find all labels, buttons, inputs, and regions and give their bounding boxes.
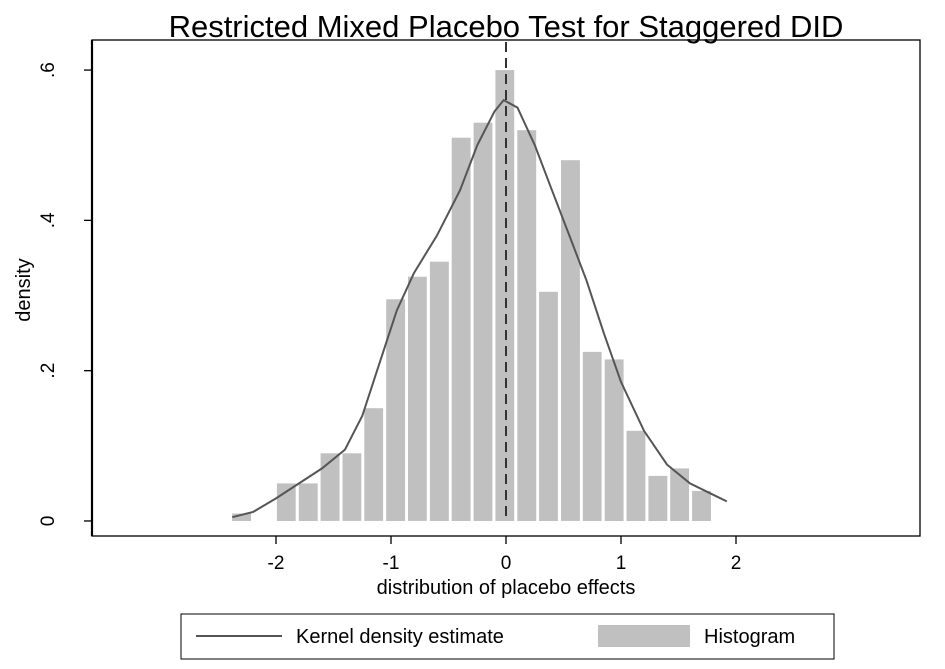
histogram-bar [429, 261, 449, 521]
histogram-bar [386, 299, 406, 521]
histogram-bar [276, 483, 296, 521]
legend-box [180, 613, 835, 660]
histogram-bars [232, 70, 711, 521]
x-tick-label: 1 [616, 553, 627, 574]
legend: Kernel density estimate Histogram [180, 613, 835, 660]
y-tick-label: 0 [38, 516, 59, 527]
x-tick-label: 0 [501, 553, 512, 574]
y-tick-label: .2 [38, 363, 59, 379]
y-axis-label: density [13, 258, 35, 321]
x-axis-label: distribution of placebo effects [377, 577, 636, 599]
y-tick-label: .4 [38, 212, 59, 228]
histogram-bar [539, 291, 558, 521]
histogram-bar [692, 490, 711, 521]
legend-label-histogram: Histogram [704, 626, 795, 648]
histogram-bar [517, 130, 537, 521]
histogram-bar [604, 359, 624, 521]
histogram-bar [320, 453, 340, 521]
histogram-bar [626, 430, 646, 521]
legend-bar-swatch [598, 625, 690, 647]
histogram-bar [648, 475, 668, 521]
histogram-bar [495, 70, 515, 521]
histogram-bar [364, 408, 384, 521]
histogram-bar [408, 276, 427, 521]
chart-title: Restricted Mixed Placebo Test for Stagge… [169, 9, 844, 44]
histogram-bar [298, 483, 318, 521]
histogram-bar [451, 137, 471, 521]
histogram-bar [561, 160, 580, 521]
y-axis-ticks: 0 .2 .4 .6 [38, 62, 92, 526]
x-tick-label: -2 [268, 553, 285, 574]
legend-label-kde: Kernel density estimate [296, 626, 504, 648]
x-tick-label: 2 [731, 553, 742, 574]
kernel-density-line [232, 98, 728, 519]
histogram-bar [232, 513, 251, 521]
x-axis-ticks: -2 -1 0 1 2 [268, 536, 742, 574]
histogram-bar [670, 468, 689, 521]
histogram-bar [342, 453, 362, 521]
histogram-bar [473, 122, 493, 521]
histogram-bar [582, 351, 602, 521]
x-tick-label: -1 [383, 553, 400, 574]
y-tick-label: .6 [38, 62, 59, 78]
